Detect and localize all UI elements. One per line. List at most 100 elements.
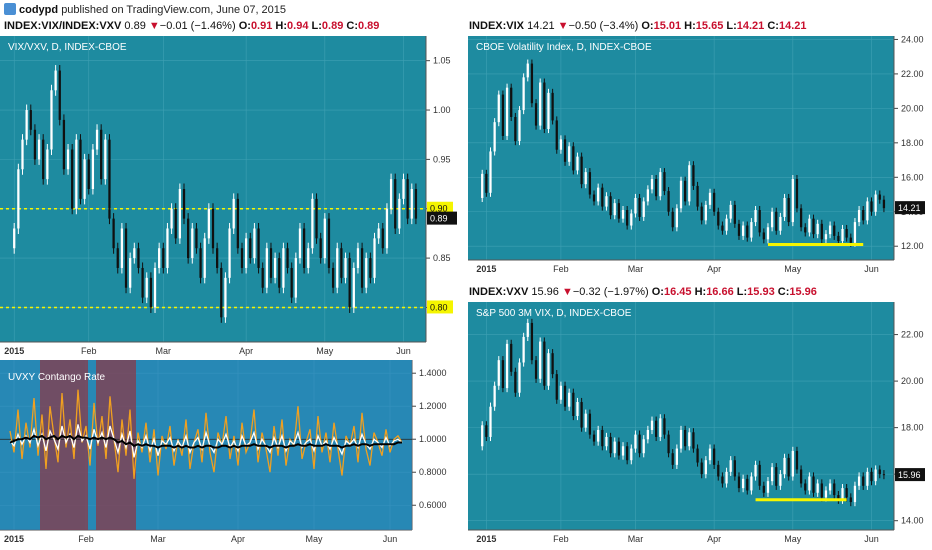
contango-line-chart[interactable]: 0.6000 0.8000 1.0000 1.2000 1.4000 2015 Feb Mar…	[0, 360, 462, 548]
x-tick-label: Jun	[383, 534, 398, 544]
candle-body	[733, 204, 736, 224]
candle-body	[696, 185, 699, 207]
candle-body	[302, 228, 306, 268]
candle-body	[265, 248, 268, 288]
chart-title: CBOE Volatility Index, D, INDEX-CBOE	[476, 42, 652, 53]
y-tick-label: 1.05	[433, 56, 451, 66]
y-tick-label: 0.85	[433, 253, 451, 263]
candle-body	[79, 139, 82, 199]
level-price-tag	[427, 300, 453, 314]
y-tick-label: 22.00	[901, 330, 924, 340]
candle-body	[733, 460, 736, 477]
candle-body	[481, 425, 484, 447]
symbol-label[interactable]: INDEX:VIX	[469, 20, 525, 32]
candle-body	[866, 471, 869, 486]
candle-body	[824, 490, 828, 498]
open-value: 0.91	[250, 20, 273, 32]
candle-body	[485, 425, 488, 437]
candle-body	[845, 228, 848, 238]
candle-body	[83, 159, 86, 199]
candle-body	[828, 483, 832, 491]
candle-body	[489, 151, 492, 193]
candle-body	[174, 208, 177, 239]
candle-body	[33, 129, 37, 160]
candle-body	[232, 198, 235, 229]
x-tick-label: Apr	[707, 264, 721, 274]
vix-candlestick-chart[interactable]: 12.0014.0016.0018.0020.0022.0024.002015F…	[468, 36, 930, 278]
low-label: L:	[311, 20, 322, 32]
candle-body	[336, 248, 339, 288]
candle-body	[526, 322, 529, 337]
candle-body	[712, 192, 716, 212]
candle-body	[91, 149, 95, 189]
candle-body	[518, 110, 521, 142]
quote-ratio: INDEX:VIX/INDEX:VXV 0.89 ▼−0.01 (−1.46%)…	[4, 20, 379, 34]
close-value: 0.89	[358, 20, 380, 32]
candle-body	[240, 248, 244, 268]
candle-body	[721, 225, 724, 231]
candle-body	[120, 228, 124, 268]
candle-body	[758, 210, 761, 233]
symbol-label[interactable]: INDEX:VIX/INDEX:VXV	[4, 20, 122, 32]
last-price: 15.96	[531, 286, 559, 298]
candle-body	[46, 149, 49, 180]
candle-body	[675, 448, 678, 465]
candle-body	[833, 483, 836, 496]
last-price-label: 14.21	[898, 203, 921, 213]
x-tick-label: Jun	[864, 534, 879, 544]
candle-body	[29, 110, 32, 130]
candle-body	[485, 173, 488, 193]
candle-body	[775, 467, 778, 486]
symbol-label[interactable]: INDEX:VXV	[469, 286, 529, 298]
candle-body	[21, 139, 24, 170]
candle-body	[833, 225, 836, 236]
candle-body	[795, 450, 799, 470]
candle-body	[522, 77, 525, 111]
open-label: O:	[238, 20, 251, 32]
high-label: H:	[684, 20, 696, 32]
candle-body	[129, 258, 132, 288]
candle-body	[406, 179, 409, 219]
candle-body	[721, 476, 724, 484]
candle-body	[286, 248, 289, 268]
candle-body	[588, 413, 592, 435]
candle-body	[754, 464, 757, 477]
author-link[interactable]: codypd	[19, 4, 59, 16]
y-tick-label: 0.8000	[419, 467, 447, 477]
candle-body	[729, 204, 732, 219]
candle-body	[182, 189, 186, 219]
candle-body	[137, 248, 140, 268]
y-tick-label: 18.00	[901, 138, 924, 148]
candle-body	[539, 341, 542, 379]
x-tick-label: Feb	[78, 534, 94, 544]
candle-body	[331, 267, 335, 288]
candle-body	[626, 210, 629, 226]
candle-body	[621, 446, 625, 456]
candle-body	[187, 218, 190, 259]
candle-body	[207, 208, 210, 239]
candle-body	[816, 223, 819, 235]
candle-body	[236, 198, 239, 249]
y-tick-label: 1.2000	[419, 401, 447, 411]
candle-body	[617, 441, 621, 456]
candle-body	[775, 211, 778, 231]
candle-body	[534, 103, 538, 126]
candle-body	[580, 156, 583, 185]
candle-body	[717, 464, 720, 477]
vxv-candlestick-chart[interactable]: 14.0016.0018.0020.0022.002015FebMarAprMa…	[468, 302, 930, 548]
candle-body	[667, 191, 670, 212]
x-tick-label: Apr	[239, 346, 253, 356]
candle-body	[592, 434, 596, 442]
candle-body	[849, 237, 852, 243]
candle-body	[605, 196, 608, 207]
candle-body	[71, 149, 74, 209]
candle-body	[278, 258, 281, 288]
ratio-candlestick-chart[interactable]: 0.80 0.85 0.90 0.95 1.00 1.05 2015 Feb Mar Apr May…	[0, 36, 462, 360]
x-tick-label: Feb	[553, 264, 569, 274]
y-tick-label: 1.4000	[419, 368, 447, 378]
x-tick-label: 2015	[4, 346, 24, 356]
level-price-label: 0.80	[430, 302, 448, 312]
candle-body	[766, 227, 770, 240]
candle-body	[638, 434, 641, 454]
candle-body	[708, 448, 712, 461]
